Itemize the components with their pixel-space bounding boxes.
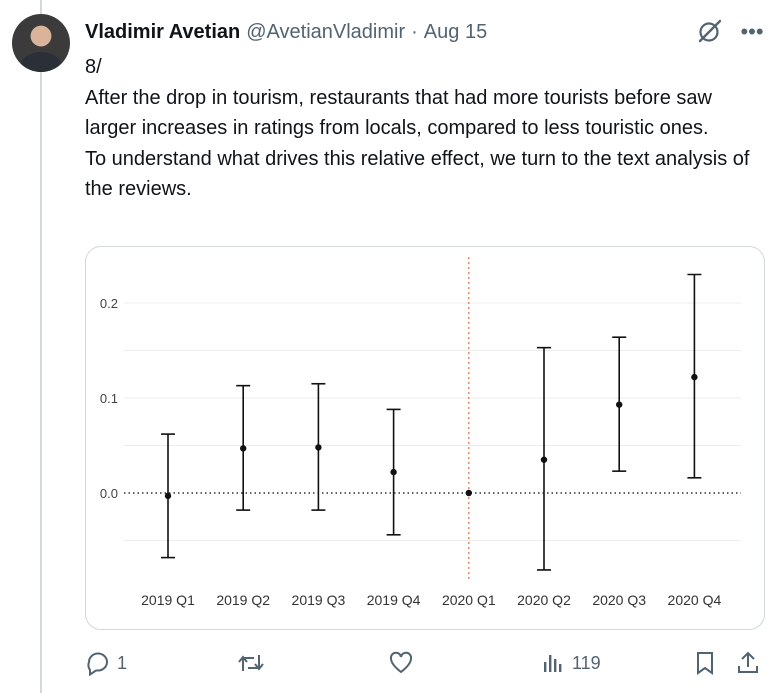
x-tick-label: 2019 Q4 bbox=[367, 592, 421, 608]
tweet-text: 8/ After the drop in tourism, restaurant… bbox=[85, 52, 765, 205]
share-button[interactable] bbox=[735, 647, 761, 679]
like-button[interactable] bbox=[388, 647, 420, 679]
y-tick-label: 0.1 bbox=[100, 391, 118, 406]
author-handle[interactable]: @AvetianVladimir bbox=[246, 20, 406, 43]
x-tick-label: 2020 Q2 bbox=[517, 592, 571, 608]
data-point bbox=[390, 468, 397, 476]
data-point bbox=[691, 373, 698, 381]
reply-button[interactable]: 1 bbox=[85, 647, 127, 679]
error-bar-chart: 0.0 0.1 0.2 2019 Q1 2019 Q2 2019 Q3 2019 Q4 202… bbox=[100, 257, 741, 608]
bookmark-icon bbox=[697, 652, 713, 675]
share-icon bbox=[738, 651, 758, 673]
x-tick-label: 2019 Q2 bbox=[216, 592, 270, 608]
retweet-button[interactable] bbox=[237, 647, 271, 679]
thread-line bbox=[40, 0, 42, 693]
views-icon bbox=[544, 655, 562, 672]
reply-icon bbox=[87, 652, 108, 676]
tweet-text-line: 8/ bbox=[85, 56, 102, 78]
data-point bbox=[164, 492, 172, 500]
x-tick-label: 2019 Q3 bbox=[292, 592, 346, 608]
data-point bbox=[465, 489, 472, 497]
x-tick-label: 2019 Q1 bbox=[141, 592, 195, 608]
data-point bbox=[616, 401, 623, 408]
x-tick-label: 2020 Q4 bbox=[668, 592, 722, 608]
tweet-header: Vladimir Avetian @AvetianVladimir · Aug … bbox=[85, 18, 487, 46]
chart-image[interactable]: 0.0 0.1 0.2 2019 Q1 2019 Q2 2019 Q3 2019 Q4 202… bbox=[85, 246, 765, 630]
avatar[interactable] bbox=[12, 14, 70, 72]
like-icon bbox=[389, 651, 413, 674]
author-name[interactable]: Vladimir Avetian bbox=[85, 20, 241, 43]
more-options-icon[interactable]: ••• bbox=[740, 19, 764, 44]
tweet-text-line: To understand what drives this relative … bbox=[85, 147, 750, 201]
data-point bbox=[540, 456, 548, 463]
tweet-actions: 1 119 bbox=[85, 647, 765, 679]
tweet-date[interactable]: Aug 15 bbox=[423, 20, 488, 43]
separator-dot: · bbox=[411, 20, 418, 43]
grok-icon[interactable] bbox=[695, 16, 725, 46]
y-tick-label: 0.0 bbox=[100, 486, 118, 501]
views-count: 119 bbox=[572, 652, 601, 673]
x-tick-label: 2020 Q1 bbox=[442, 592, 496, 608]
y-tick-label: 0.2 bbox=[100, 296, 118, 311]
reply-count: 1 bbox=[117, 652, 128, 673]
bookmark-button[interactable] bbox=[692, 647, 718, 679]
data-point bbox=[315, 444, 322, 451]
tweet-text-line: After the drop in tourism, restaurants t… bbox=[85, 86, 712, 140]
retweet-icon bbox=[238, 655, 264, 671]
x-tick-label: 2020 Q3 bbox=[592, 592, 646, 608]
data-point bbox=[240, 445, 247, 452]
views-button[interactable]: 119 bbox=[540, 647, 601, 679]
